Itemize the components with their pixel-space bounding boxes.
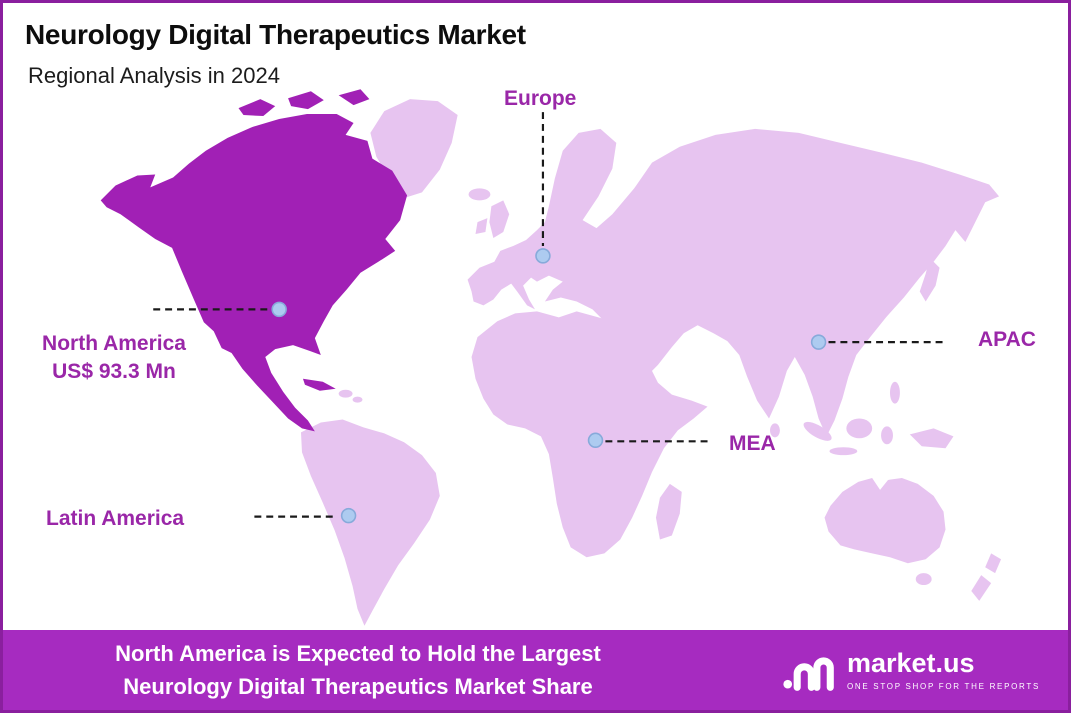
map-markers — [271, 248, 827, 524]
leader-lines — [153, 112, 944, 518]
page-title: Neurology Digital Therapeutics Market — [25, 19, 526, 50]
landmass-japan — [919, 257, 940, 302]
landmass-eurasia — [467, 128, 1000, 437]
landmass-new-guinea — [909, 428, 954, 449]
landmass-sumatra — [803, 421, 832, 441]
footer-banner-line2: Neurology Digital Therapeutics Market Sh… — [123, 674, 593, 699]
marketus-logo: market.us ONE STOP SHOP FOR THE REPORTS — [783, 648, 1040, 692]
marker-mea — [587, 432, 604, 449]
region-label-europe: Europe — [504, 87, 577, 110]
landmass-madagascar — [655, 483, 682, 540]
landmass-north-america — [100, 114, 408, 432]
landmass-borneo — [846, 418, 873, 439]
landmass-great-britain — [489, 200, 510, 239]
landmass-sakhalin — [943, 206, 954, 239]
marketus-logo-text-block: market.us ONE STOP SHOP FOR THE REPORTS — [846, 647, 1040, 691]
marker-europe — [535, 248, 551, 264]
landmass-australia — [824, 477, 946, 564]
landmass-new-zealand-south — [971, 575, 992, 601]
region-label-mea: MEA — [729, 432, 776, 455]
footer-banner-line1: North America is Expected to Hold the La… — [115, 641, 601, 666]
footer-banner: North America is Expected to Hold the La… — [3, 630, 1068, 710]
landmass-south-america — [300, 419, 440, 626]
map-highlight-north-america — [100, 89, 408, 432]
landmass-sulawesi — [881, 426, 893, 445]
landmass-caribbean — [352, 396, 363, 403]
marker-latin-america — [340, 507, 357, 524]
landmass-sri-lanka — [770, 423, 780, 438]
landmass-arctic-island-1 — [238, 99, 276, 117]
map-base-landmasses — [300, 99, 1002, 626]
landmass-java — [829, 447, 858, 456]
landmass-cuba — [302, 378, 336, 391]
region-label-north-america-name: North America — [42, 332, 186, 355]
landmass-arctic-island-2 — [288, 91, 324, 110]
landmass-hispaniola — [338, 389, 353, 398]
marketus-logo-name: market.us — [846, 647, 975, 678]
landmass-philippines — [889, 381, 900, 404]
landmass-ireland — [475, 218, 488, 235]
marker-north-america — [271, 301, 287, 318]
landmass-africa — [471, 311, 708, 558]
landmass-arctic-island-3 — [338, 89, 370, 106]
region-value-north-america: US$ 93.3 Mn — [52, 360, 176, 384]
footer-banner-text: North America is Expected to Hold the La… — [53, 637, 663, 703]
region-label-latin-america: Latin America — [46, 507, 185, 530]
world-map — [100, 89, 1002, 626]
landmass-iceland — [468, 188, 491, 201]
marketus-logo-icon — [783, 657, 834, 691]
page-subtitle: Regional Analysis in 2024 — [28, 63, 280, 88]
region-label-apac: APAC — [978, 328, 1036, 351]
landmass-tasmania — [915, 573, 932, 586]
landmass-new-zealand-north — [985, 553, 1002, 574]
region-label-north-america: North America US$ 93.3 Mn — [11, 330, 217, 387]
marketus-logo-tagline: ONE STOP SHOP FOR THE REPORTS — [846, 681, 1040, 691]
marker-apac — [810, 334, 827, 350]
